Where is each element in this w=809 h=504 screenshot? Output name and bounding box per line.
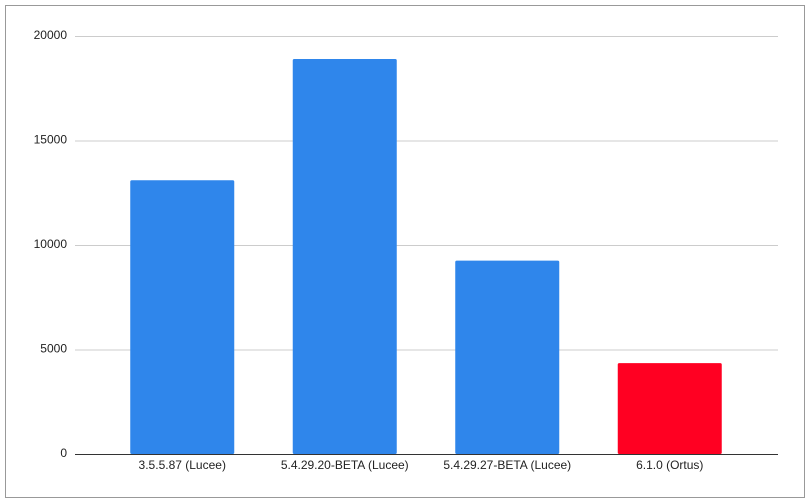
y-tick-label: 0	[60, 446, 67, 460]
y-tick-label: 20000	[34, 28, 68, 42]
bar	[292, 58, 397, 455]
x-tick-label: 3.5.5.87 (Lucee)	[139, 458, 226, 472]
y-tick-label: 5000	[40, 342, 67, 356]
x-tick-label: 5.4.29.20-BETA (Lucee)	[281, 458, 409, 472]
y-tick-label: 15000	[34, 133, 68, 147]
x-tick-label: 6.1.0 (Ortus)	[636, 458, 703, 472]
bar	[130, 180, 235, 454]
bar	[617, 363, 722, 454]
bar	[455, 260, 560, 454]
x-tick-label: 5.4.29.27-BETA (Lucee)	[443, 458, 571, 472]
y-tick-label: 10000	[34, 237, 68, 251]
